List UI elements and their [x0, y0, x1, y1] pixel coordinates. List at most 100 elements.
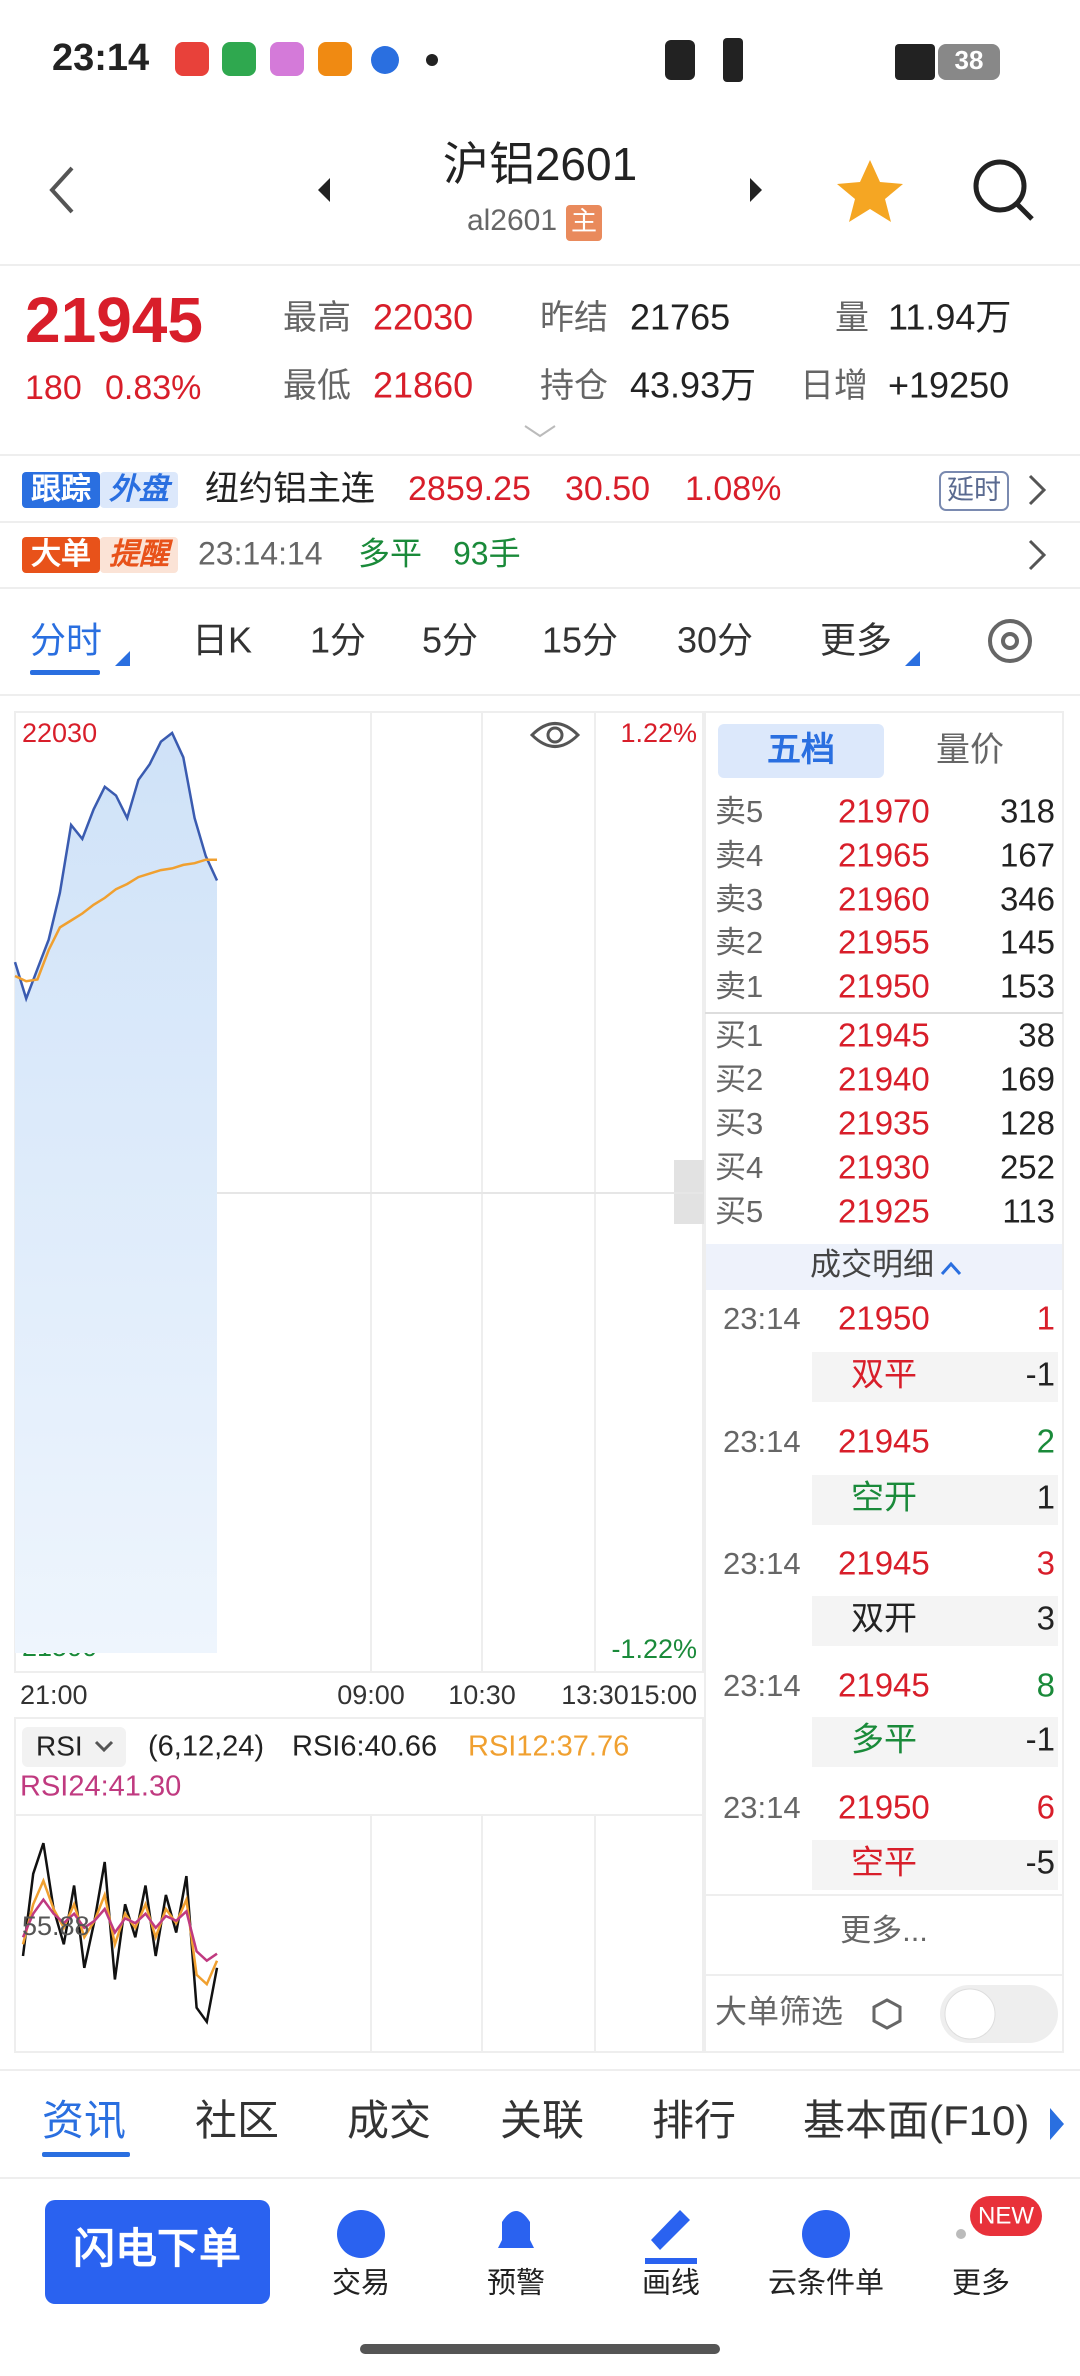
trade-type: 双平 [851, 1356, 917, 1393]
scroll-arrow[interactable] [1050, 2108, 1064, 2140]
book-level: 卖3 [715, 882, 763, 917]
overseas-price: 2859.25 [408, 470, 531, 508]
book-volume: 153 [1000, 968, 1055, 1005]
trade-price: 21945 [838, 1423, 930, 1460]
period-tab[interactable]: 分时 [30, 620, 102, 661]
dropdown-chevron [94, 1740, 114, 1753]
trade-type: 空开 [851, 1479, 917, 1516]
trade-qty: 1 [1037, 1300, 1055, 1337]
action-label[interactable]: 画线 [642, 2267, 700, 2300]
book-level: 卖4 [715, 838, 763, 873]
home-indicator [360, 2344, 720, 2354]
overseas-name: 纽约铝主连 [205, 470, 375, 508]
info-tab[interactable]: 资讯 [42, 2097, 126, 2144]
info-tab[interactable]: 基本面(F10) [803, 2097, 1029, 2144]
trade-qty: 3 [1037, 1545, 1055, 1582]
book-tab[interactable]: 五档 [767, 731, 835, 769]
field-value: 43.93万 [630, 365, 756, 406]
tab-highlight [718, 724, 884, 778]
contract-title: 沪铝2601 [443, 138, 637, 190]
period-tab[interactable]: 更多 [820, 620, 892, 661]
x-tick-label: 09:00 [337, 1680, 405, 1710]
info-tab[interactable]: 成交 [347, 2097, 431, 2144]
search-button[interactable] [973, 159, 1034, 221]
book-price: 21950 [838, 968, 930, 1005]
status-icons [175, 38, 1000, 82]
action-label[interactable]: 预警 [487, 2267, 545, 2300]
info-tab[interactable]: 排行 [652, 2097, 736, 2144]
trade-change: -1 [1026, 1721, 1055, 1758]
trades-title[interactable]: 成交明细 [810, 1247, 934, 1282]
tag-bg [22, 472, 100, 508]
quick-order-button[interactable] [45, 2200, 270, 2304]
rsi12-label: RSI12:37.76 [468, 1731, 629, 1763]
book-volume: 252 [1000, 1149, 1055, 1186]
trade-price: 21950 [838, 1300, 930, 1337]
info-tab[interactable]: 社区 [195, 2097, 279, 2144]
book-tab[interactable]: 量价 [936, 731, 1004, 769]
rsi-selector-bg[interactable] [22, 1727, 126, 1767]
action-icons [337, 2210, 850, 2264]
toggle-knob [944, 1988, 996, 2040]
period-tab[interactable]: 5分 [422, 620, 478, 661]
book-level: 卖5 [715, 794, 763, 829]
action-label[interactable]: 更多 [952, 2267, 1010, 2300]
info-tab[interactable]: 关联 [500, 2097, 584, 2144]
pct-label: 1.22% [620, 718, 697, 748]
action-label[interactable]: 云条件单 [768, 2267, 884, 2300]
field-label: 最低 [283, 367, 351, 405]
period-tab[interactable]: 15分 [542, 620, 618, 661]
contract-code: al2601 [467, 204, 557, 237]
book-volume: 38 [1018, 1017, 1055, 1054]
period-tab[interactable]: 日K [192, 620, 252, 661]
alert-volume: 93手 [453, 535, 521, 571]
x-tick-label: 13:30 [561, 1680, 629, 1710]
field-label: 持仓 [540, 367, 608, 405]
book-volume: 318 [1000, 793, 1055, 830]
prev-contract[interactable] [318, 178, 330, 202]
chevron[interactable] [1028, 474, 1047, 506]
tag-bg [100, 472, 178, 508]
period-tab[interactable]: 30分 [677, 620, 753, 661]
field-label: 昨结 [540, 299, 608, 337]
trade-type-bg [812, 1352, 1058, 1890]
book-frame [704, 711, 1064, 2053]
quick-order-label[interactable]: 闪电下单 [73, 2225, 241, 2272]
tag: 跟踪 [31, 473, 91, 506]
eye-toggle[interactable] [529, 722, 581, 748]
tag-bg [100, 537, 178, 573]
filter-icon [872, 1998, 902, 2030]
book-level: 买1 [715, 1018, 763, 1053]
field-value: 11.94万 [888, 297, 1011, 338]
delay-label: 延时 [947, 475, 1001, 505]
tag-bg [22, 537, 100, 573]
x-tick-label: 15:00 [629, 1680, 697, 1710]
chevron[interactable] [1028, 539, 1047, 571]
field-value: 22030 [373, 297, 473, 338]
next-contract[interactable] [750, 178, 762, 202]
rsi-level-label: 55.88 [22, 1911, 90, 1941]
book-volume: 167 [1000, 837, 1055, 874]
trade-price: 21950 [838, 1789, 930, 1826]
pct-label: -1.22% [611, 1634, 697, 1664]
book-level: 卖2 [715, 925, 763, 960]
settings-button[interactable] [988, 619, 1032, 663]
book-price: 21945 [838, 1017, 930, 1054]
period-tab[interactable]: 1分 [310, 620, 366, 661]
trade-qty: 6 [1037, 1789, 1055, 1826]
rsi-selector[interactable]: RSI [36, 1730, 83, 1761]
more-trades[interactable]: 更多... [840, 1913, 928, 1948]
trade-qty: 8 [1037, 1667, 1055, 1704]
rsi24-label: RSI24:41.30 [20, 1771, 181, 1803]
y-tick-label: 22030 [22, 718, 97, 748]
dropdown-mark [115, 651, 130, 666]
trade-change: 1 [1037, 1479, 1055, 1516]
book-level: 买4 [715, 1150, 763, 1185]
action-label[interactable]: 交易 [332, 2267, 390, 2300]
field-value: 21860 [373, 365, 473, 406]
book-price: 21940 [838, 1061, 930, 1098]
back-button[interactable] [49, 166, 74, 214]
favorite-star[interactable] [837, 160, 903, 222]
expand-arrow[interactable] [524, 425, 556, 438]
